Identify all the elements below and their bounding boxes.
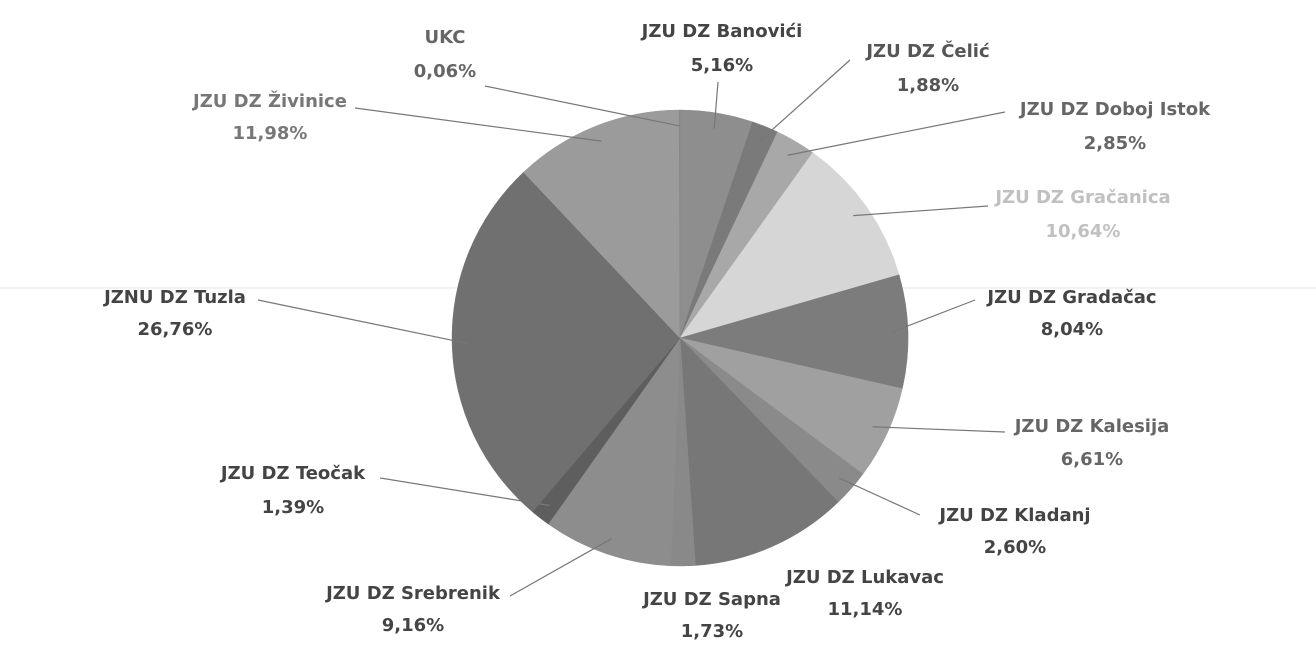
slice-label: JZU DZ Teočak xyxy=(219,463,366,484)
slice-value-label: 2,60% xyxy=(984,537,1046,558)
slice-value-label: 26,76% xyxy=(138,319,213,340)
slice-value-label: 11,14% xyxy=(828,599,903,620)
slice-value-label: 8,04% xyxy=(1041,319,1103,340)
slice-label: UKC xyxy=(425,27,466,48)
leader-line xyxy=(872,426,1006,433)
slice-label: JZNU DZ Tuzla xyxy=(102,287,246,308)
slice-label: JZU DZ Gradačac xyxy=(985,287,1156,308)
slice-value-label: 6,61% xyxy=(1061,449,1123,470)
leader-line xyxy=(354,107,602,142)
leader-line xyxy=(787,111,1006,156)
leader-line xyxy=(853,205,989,217)
slice-value-label: 9,16% xyxy=(382,615,444,636)
leader-line xyxy=(713,81,719,129)
slice-label: JZU DZ Doboj Istok xyxy=(1018,99,1211,120)
slice-value-label: 0,06% xyxy=(414,61,476,82)
slice-label: JZU DZ Čelić xyxy=(864,40,990,62)
pie-slice xyxy=(679,274,909,390)
slice-label: JZU DZ Banovići xyxy=(640,21,803,42)
leader-line xyxy=(758,59,851,142)
leader-line xyxy=(257,299,469,345)
slice-value-label: 11,98% xyxy=(233,123,308,144)
pie-slice xyxy=(679,337,839,566)
slice-value-label: 2,85% xyxy=(1084,133,1146,154)
leader-line xyxy=(484,85,680,127)
slice-value-label: 10,64% xyxy=(1046,221,1121,242)
slice-label: JZU DZ Srebrenik xyxy=(324,583,501,604)
leader-line xyxy=(509,538,612,597)
slice-value-label: 1,39% xyxy=(262,497,324,518)
slice-label: JZU DZ Kalesija xyxy=(1013,416,1170,437)
pie-slice xyxy=(678,109,681,339)
leader-line xyxy=(838,477,921,516)
slice-value-label: 1,73% xyxy=(681,621,743,642)
slice-value-label: 5,16% xyxy=(691,55,753,76)
pie-slice xyxy=(523,109,681,339)
slice-label: JZU DZ Sapna xyxy=(641,589,781,610)
pie-slice xyxy=(451,171,681,513)
slice-label: JZU DZ Kladanj xyxy=(937,505,1090,526)
leader-line xyxy=(891,299,976,333)
slice-label: JZU DZ Gračanica xyxy=(993,187,1170,208)
slice-label: JZU DZ Lukavac xyxy=(784,567,944,588)
slice-label: JZU DZ Živinice xyxy=(191,90,347,112)
pie-slice xyxy=(679,152,900,339)
pie-slice xyxy=(547,337,681,567)
slice-value-label: 1,88% xyxy=(897,75,959,96)
